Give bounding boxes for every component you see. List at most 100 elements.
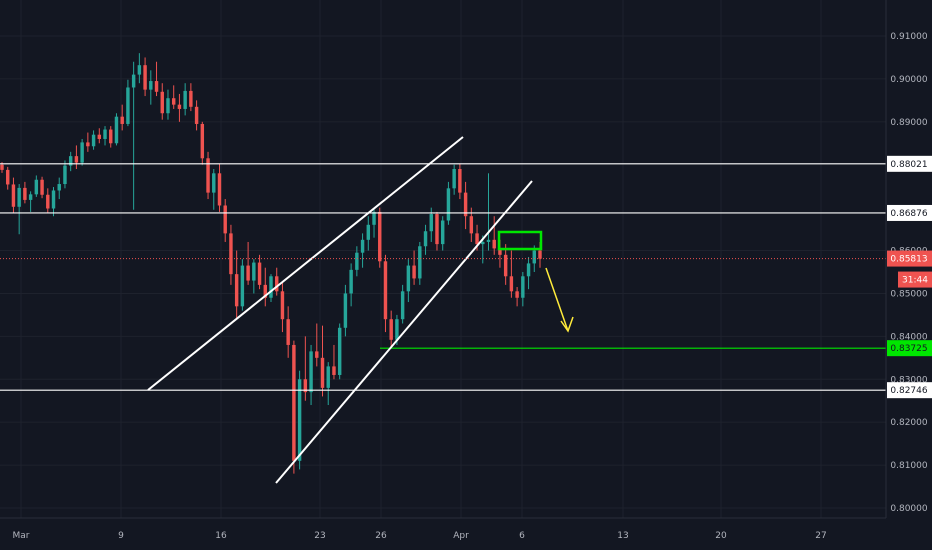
time-tick-label: Mar xyxy=(13,531,30,541)
candle-body xyxy=(34,179,39,195)
candle-body xyxy=(149,81,153,90)
candle-body xyxy=(452,169,456,189)
candle-body xyxy=(435,214,439,245)
time-tick-label: 13 xyxy=(617,531,628,541)
price-tick-label: 0.82000 xyxy=(890,418,927,428)
candle-body xyxy=(458,169,462,193)
candle-body xyxy=(246,265,250,281)
candle-body xyxy=(109,129,113,144)
candle-body xyxy=(212,173,216,193)
candle-body xyxy=(154,81,159,92)
candle-body xyxy=(286,319,290,345)
candle-body xyxy=(74,156,79,163)
level-label-bg xyxy=(887,340,932,357)
time-tick-label: 6 xyxy=(519,531,525,541)
candle-body xyxy=(97,134,102,139)
candle-body xyxy=(469,216,474,234)
candle-body xyxy=(389,319,393,340)
level-label: 0.86876 xyxy=(890,209,927,219)
price-tick-label: 0.83000 xyxy=(890,375,927,385)
candle-body xyxy=(63,165,67,185)
candle-body xyxy=(515,291,519,298)
candle-body xyxy=(143,65,147,90)
candle-body xyxy=(166,98,170,114)
candle-body xyxy=(177,104,182,109)
candle-body xyxy=(257,262,262,285)
candle-body xyxy=(309,351,313,393)
candle-body xyxy=(378,211,382,262)
candle-body xyxy=(11,184,16,207)
wedge-lower-line[interactable] xyxy=(275,180,533,484)
candle-body xyxy=(137,65,142,75)
candle-body xyxy=(171,98,176,105)
candle-body xyxy=(240,265,245,307)
level-label-bg xyxy=(887,204,932,221)
candle-body xyxy=(114,116,119,144)
candle-body xyxy=(206,158,210,193)
candle-body xyxy=(46,194,50,209)
candle-body xyxy=(418,246,422,279)
candle-body xyxy=(481,241,485,245)
candle-body xyxy=(91,134,96,147)
candle-body xyxy=(217,173,222,206)
candle-body xyxy=(189,90,193,107)
candle-body xyxy=(292,344,296,461)
candle-body xyxy=(343,293,348,328)
time-tick-label: 16 xyxy=(215,531,227,541)
down-arrow[interactable] xyxy=(545,267,574,333)
candle-body xyxy=(521,276,525,298)
price-tick-label: 0.85000 xyxy=(890,289,927,299)
candle-body xyxy=(400,291,405,320)
candle-body xyxy=(252,262,256,281)
candle-body xyxy=(349,269,353,294)
drawings xyxy=(147,136,574,484)
candle-body xyxy=(28,194,33,200)
candle-body xyxy=(275,276,279,292)
level-label: 0.82746 xyxy=(890,386,927,396)
candle-body xyxy=(86,142,90,147)
candle-body xyxy=(360,239,365,253)
candle-body xyxy=(68,156,73,166)
candle-body xyxy=(303,379,308,393)
candle-body xyxy=(440,220,445,245)
candle-body xyxy=(463,192,468,217)
highlight-box[interactable] xyxy=(497,230,543,251)
time-tick-label: Apr xyxy=(453,531,469,541)
candle-body xyxy=(183,90,187,109)
candle-body xyxy=(40,179,44,195)
candle-body xyxy=(509,276,514,292)
candle-body xyxy=(337,327,342,375)
candle-body xyxy=(126,87,130,124)
time-axis[interactable]: Mar 9 16 23 26 Apr 6 13 20 27 xyxy=(0,517,932,550)
candle-body xyxy=(315,351,319,358)
candle-body xyxy=(200,123,205,159)
price-tick-label: 0.89000 xyxy=(890,118,927,128)
candle-body xyxy=(538,250,542,259)
candle-body xyxy=(526,263,531,277)
level-label-bg xyxy=(887,382,932,399)
candle-body xyxy=(498,248,502,255)
candle-body xyxy=(366,224,371,240)
price-tick-label: 0.90000 xyxy=(890,75,927,85)
time-tick-label: 23 xyxy=(314,531,325,541)
candle-body xyxy=(51,190,56,209)
candle-body xyxy=(492,239,496,249)
price-axis[interactable]: 0.910000.900000.890000.860000.850000.840… xyxy=(885,0,932,550)
level-label: 0.88021 xyxy=(890,160,927,170)
candle-body xyxy=(406,265,411,292)
time-tick-label: 26 xyxy=(375,531,387,541)
price-tick-label: 0.81000 xyxy=(890,461,927,471)
candle-body xyxy=(372,211,376,225)
candle-body xyxy=(223,205,227,234)
candle-body xyxy=(475,233,479,245)
candle-body xyxy=(355,252,359,270)
current-price-badge: 0.85813 31:44 xyxy=(887,250,932,288)
time-tick-label: 20 xyxy=(715,531,727,541)
level-label-bg xyxy=(887,155,932,172)
candle-body xyxy=(17,187,21,207)
wedge-upper-line[interactable] xyxy=(147,136,464,391)
candle-body xyxy=(280,291,285,320)
time-tick-label: 9 xyxy=(118,531,124,541)
candle-body xyxy=(326,366,330,388)
